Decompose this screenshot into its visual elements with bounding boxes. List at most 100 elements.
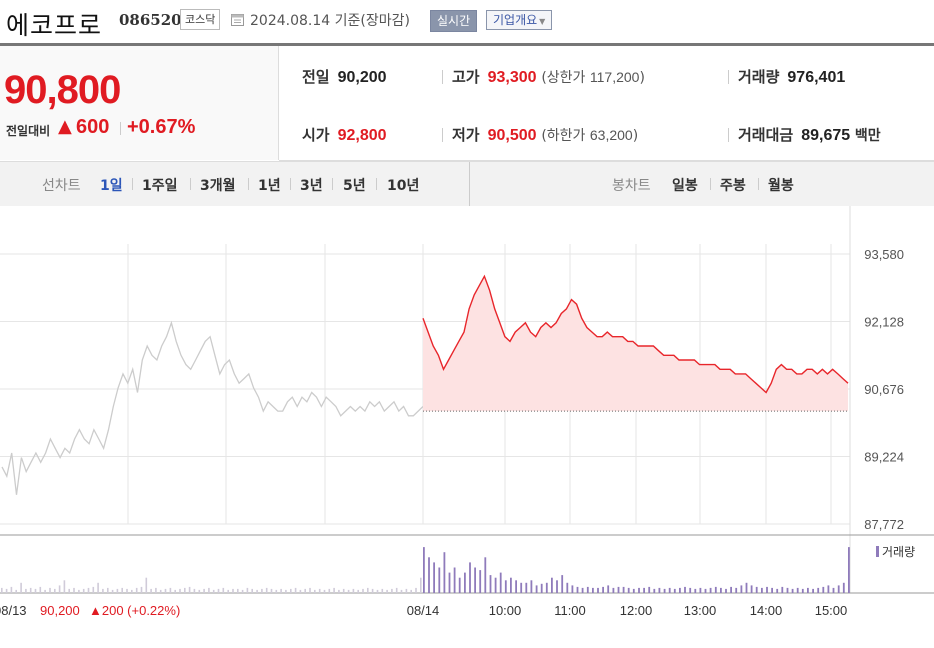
header-divider bbox=[0, 43, 934, 46]
volume-bar-prev bbox=[111, 589, 114, 593]
volume-bar bbox=[469, 562, 471, 593]
y-tick-label: 92,128 bbox=[864, 315, 904, 330]
stat-value: 93,300 bbox=[487, 69, 537, 86]
tab-candle-daily[interactable]: 일봉 bbox=[672, 178, 698, 194]
series-line-prev-day bbox=[1, 320, 424, 495]
volume-bar bbox=[499, 572, 502, 593]
volume-bar bbox=[735, 587, 738, 593]
volume-bar bbox=[658, 587, 661, 593]
volume-bar-prev bbox=[49, 587, 51, 593]
volume-bar-prev bbox=[212, 589, 215, 593]
volume-bar bbox=[448, 572, 451, 593]
volume-bar bbox=[453, 567, 456, 593]
stat-open: 시가 92,800 bbox=[302, 124, 387, 145]
tab-period-5y[interactable]: 5년 bbox=[343, 178, 366, 194]
volume-bar bbox=[699, 587, 702, 593]
stat-divider bbox=[442, 128, 443, 142]
volume-bar bbox=[766, 586, 768, 593]
tab-divider bbox=[376, 178, 377, 190]
volume-bar-prev bbox=[188, 586, 191, 593]
volume-bar bbox=[668, 587, 671, 593]
x-tick-label: 13:00 bbox=[684, 603, 717, 618]
stat-divider bbox=[442, 70, 443, 84]
volume-bar-prev bbox=[391, 588, 393, 593]
y-tick-label: 89,224 bbox=[864, 450, 904, 465]
volume-bar-prev bbox=[126, 588, 128, 593]
volume-bar-prev bbox=[44, 589, 46, 593]
volume-bar bbox=[602, 586, 604, 593]
volume-bar bbox=[837, 585, 840, 593]
tab-period-1w[interactable]: 1주일 bbox=[142, 178, 178, 194]
volume-bar bbox=[597, 587, 599, 593]
tab-period-3y[interactable]: 3년 bbox=[300, 178, 323, 194]
volume-bar-prev bbox=[290, 588, 292, 593]
volume-bar-prev bbox=[241, 589, 244, 593]
volume-bar bbox=[684, 586, 686, 593]
volume-bar bbox=[540, 583, 543, 593]
tab-candle-monthly[interactable]: 월봉 bbox=[768, 178, 794, 194]
volume-bar-prev bbox=[92, 586, 95, 593]
volume-bar-prev bbox=[164, 588, 167, 593]
volume-bar bbox=[433, 562, 435, 593]
volume-bar-prev bbox=[410, 589, 412, 593]
volume-bar-prev bbox=[135, 587, 138, 593]
company-overview-button[interactable]: 기업개요 ▼ bbox=[486, 10, 553, 30]
volume-bar-prev bbox=[357, 589, 359, 593]
tab-period-1d[interactable]: 1일 bbox=[100, 178, 123, 194]
volume-bar bbox=[566, 582, 569, 593]
stat-divider bbox=[728, 70, 729, 84]
volume-bar-prev bbox=[338, 589, 340, 593]
chevron-down-icon: ▼ bbox=[539, 17, 546, 26]
chart-tabbar: 선차트 1일 1주일 3개월 1년 3년 5년 10년 봉차트 일봉 주봉 월봉 bbox=[0, 161, 934, 207]
x-tick-label: 12:00 bbox=[620, 603, 653, 618]
tab-candle-weekly[interactable]: 주봉 bbox=[720, 178, 746, 194]
volume-bar bbox=[704, 588, 707, 593]
volume-bar-prev bbox=[174, 589, 176, 593]
change-label: 전일대비 bbox=[6, 124, 51, 138]
volume-bar bbox=[438, 567, 441, 593]
tab-period-10y[interactable]: 10년 bbox=[387, 178, 420, 194]
tab-divider bbox=[132, 178, 133, 190]
stat-label: 고가 bbox=[452, 68, 480, 86]
stock-code: 086520 bbox=[119, 11, 182, 29]
volume-bar bbox=[832, 587, 835, 593]
volume-bar bbox=[571, 585, 574, 593]
volume-bar-prev bbox=[102, 588, 104, 593]
volume-bar bbox=[443, 552, 446, 593]
volume-bar-prev bbox=[328, 588, 331, 593]
stat-value: 89,675 bbox=[801, 127, 851, 144]
volume-bar-prev bbox=[352, 588, 355, 593]
tab-period-1y[interactable]: 1년 bbox=[258, 178, 281, 194]
volume-bar bbox=[581, 587, 584, 593]
volume-bar bbox=[709, 587, 712, 593]
volume-bar-prev bbox=[232, 588, 234, 593]
volume-bar bbox=[817, 587, 820, 593]
volume-bar-prev bbox=[1, 587, 3, 593]
volume-bar-prev bbox=[87, 587, 90, 593]
volume-bar-prev bbox=[342, 588, 345, 593]
realtime-button[interactable]: 실시간 bbox=[430, 10, 478, 32]
stat-value: 90,500 bbox=[487, 127, 537, 144]
upper-limit-label: 상한가 bbox=[546, 70, 586, 86]
current-price: 90,800 bbox=[4, 68, 121, 112]
volume-bar bbox=[458, 577, 461, 593]
volume-bar bbox=[576, 586, 579, 593]
volume-bar-prev bbox=[179, 588, 181, 593]
volume-bar-prev bbox=[415, 587, 417, 593]
volume-bar bbox=[807, 587, 809, 593]
series-line-intraday bbox=[422, 274, 849, 394]
volume-bar bbox=[428, 557, 430, 593]
tab-divider bbox=[290, 178, 291, 190]
volume-bar-prev bbox=[261, 588, 263, 593]
upper-limit-value: 117,200 bbox=[589, 69, 640, 85]
lower-limit-value: 63,200 bbox=[589, 127, 633, 143]
tabbar-divider bbox=[469, 162, 470, 206]
volume-bar bbox=[648, 586, 651, 593]
tab-period-3m[interactable]: 3개월 bbox=[200, 178, 236, 194]
change-divider bbox=[120, 122, 121, 135]
volume-bar-prev bbox=[318, 588, 321, 593]
prev-day-close-label: 90,200 bbox=[40, 603, 80, 618]
volume-bar bbox=[653, 588, 656, 593]
volume-bar bbox=[689, 587, 692, 593]
volume-bar bbox=[561, 575, 564, 593]
